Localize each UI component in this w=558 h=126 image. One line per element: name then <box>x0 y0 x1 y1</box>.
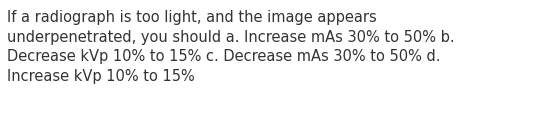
Text: If a radiograph is too light, and the image appears
underpenetrated, you should : If a radiograph is too light, and the im… <box>7 10 455 84</box>
